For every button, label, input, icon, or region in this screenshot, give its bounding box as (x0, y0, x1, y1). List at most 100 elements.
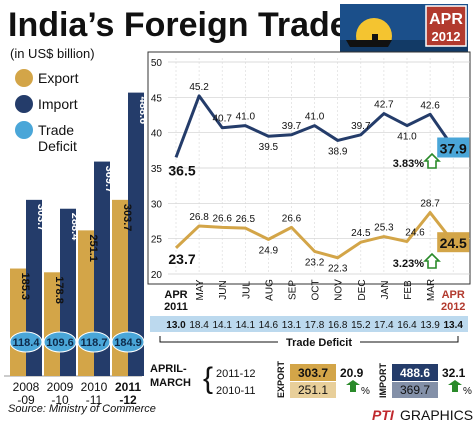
export-previous-box (290, 382, 336, 398)
page-title: India’s Foreign Trade (8, 6, 349, 44)
deficit-bubble-label: 109.6 (46, 337, 74, 349)
y-tick-label: 45 (151, 93, 163, 104)
deficit-bubble (43, 331, 77, 353)
import-current-box (392, 364, 438, 381)
y-tick-label: 25 (151, 235, 163, 246)
x-tick-label: MAR (426, 279, 437, 301)
import-point-label: 41.0 (236, 112, 256, 123)
x-tick-label: JAN (380, 281, 391, 300)
export-up-arrow-icon (346, 380, 360, 392)
import-point-label: 39.7 (282, 121, 302, 132)
export-point-label: 24.6 (405, 227, 425, 238)
export-point-label: 26.6 (282, 213, 302, 224)
pti-graphics-text: GRAPHICS (400, 407, 473, 423)
x-tick-label-month: APR (164, 289, 187, 301)
import-growth-label-up-arrow-icon (423, 152, 441, 169)
export-point-label: 22.3 (328, 264, 348, 275)
x-tick-label: JUL (241, 281, 252, 299)
deficit-value: 17.8 (305, 320, 325, 331)
import-current-value: 488.6 (400, 366, 430, 380)
import-point-label: 42.6 (420, 100, 440, 111)
import-percent: % (463, 386, 472, 397)
import-point-label: 38.9 (328, 146, 348, 157)
export-vertical-label: EXPORT (276, 360, 286, 398)
deficit-value: 16.4 (397, 320, 417, 331)
import-point-label: 39.7 (351, 121, 371, 132)
legend-label-import: Import (38, 96, 78, 112)
export-line (174, 211, 455, 260)
bar-category-label-line2: -10 (51, 393, 69, 407)
export-point-label: 28.7 (420, 199, 440, 210)
deficit-value: 14.6 (259, 320, 279, 331)
export-percent: % (361, 386, 370, 397)
export-point-label: 25.3 (374, 223, 394, 234)
badge-year: 2012 (432, 29, 461, 44)
y-tick-label: 30 (151, 199, 163, 210)
ship-icon (346, 40, 392, 47)
y-tick-label: 35 (151, 164, 163, 175)
pti-brand: PTI (372, 407, 395, 423)
import-point-label: 42.7 (374, 100, 394, 111)
deficit-value: 14.1 (236, 320, 256, 331)
legend-deficit-line-2: Deficit (38, 138, 77, 154)
period-label-2: MARCH (150, 377, 191, 389)
deficit-strip-label: Trade Deficit (286, 337, 352, 349)
y-tick-label: 40 (151, 129, 163, 140)
x-tick-label-year: 2011 (164, 301, 188, 313)
import-line (174, 94, 455, 158)
deficit-bubble-label: 118.7 (81, 337, 108, 349)
source-note: Source: Ministry of Commerce (8, 403, 156, 415)
legend-label-export: Export (38, 70, 79, 86)
export-latest-highlight (437, 232, 470, 253)
deficit-value: 17.4 (374, 320, 394, 331)
deficit-bubble-label: 118.4 (13, 337, 41, 349)
import-point-label: 37.9 (440, 141, 467, 157)
export-point-label: 24.9 (259, 245, 279, 256)
legend-swatch-import (15, 95, 33, 113)
period-label-1: APRIL- (150, 363, 187, 375)
bar-import (128, 92, 144, 376)
deficit-strip-bg (150, 316, 468, 332)
x-tick-label: JUN (218, 280, 229, 299)
x-tick-label-year: 2012 (441, 301, 465, 313)
x-tick-label: MAY (195, 279, 206, 300)
export-point-label: 26.6 (212, 213, 232, 224)
bar-import-label: 369.7 (103, 166, 115, 194)
export-point-label: 24.5 (351, 228, 371, 239)
summary-table: APRIL- MARCH { 2011-12 2010-11 EXPORT 30… (150, 360, 472, 398)
ship-cabin-icon (372, 34, 378, 40)
import-previous-value: 369.7 (400, 383, 430, 397)
trade-deficit-strip: 13.0 18.4 14.1 14.1 14.6 13.1 17.8 16.8 15.2 17.4… (150, 316, 468, 349)
import-point-label: 41.0 (397, 132, 417, 143)
x-tick-label: OCT (311, 279, 322, 300)
legend: Export Import Trade Deficit (15, 69, 79, 154)
bar-category-label-line2: -09 (17, 393, 35, 407)
bar-export-label: 303.7 (121, 204, 133, 232)
import-point-label: 40.7 (212, 114, 232, 125)
x-tick-label-month: APR (442, 289, 465, 301)
year-previous: 2010-11 (216, 385, 256, 397)
bar-import-label: 488.6 (137, 97, 149, 125)
y-tick-label: 20 (151, 270, 163, 281)
bar-import (94, 161, 110, 376)
bar-export-label: 178.8 (53, 276, 65, 304)
x-tick-label: FEB (403, 280, 414, 300)
deficit-bubble (9, 331, 43, 353)
export-point-label: 23.2 (305, 257, 325, 268)
legend-swatch-deficit (15, 121, 33, 139)
year-current: 2011-12 (216, 368, 256, 380)
export-point-label: 23.7 (168, 251, 195, 267)
export-point-label: 26.5 (236, 214, 256, 225)
deficit-value: 14.1 (212, 320, 232, 331)
import-point-label: 45.2 (189, 82, 209, 93)
bar-export-label: 185.3 (19, 273, 31, 301)
badge-box (425, 5, 467, 47)
bar-category-label-line2: -12 (119, 393, 137, 407)
export-previous-value: 251.1 (298, 383, 328, 397)
pti-logo: PTI GRAPHICS (372, 407, 473, 423)
import-latest-highlight (437, 137, 470, 158)
import-vertical-label: IMPORT (378, 362, 388, 398)
